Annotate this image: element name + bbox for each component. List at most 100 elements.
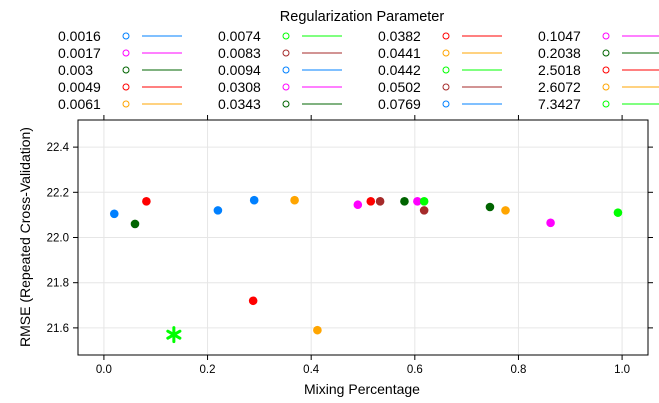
legend-marker [282,100,290,108]
legend-marker [442,32,450,40]
y-axis-label: RMSE (Repeated Cross-Validation) [17,127,33,347]
legend-item: 0.0083 [218,45,342,61]
data-point [130,219,140,229]
legend-marker [602,83,610,91]
legend-item-label: 0.003 [58,62,93,78]
legend-marker [442,49,450,57]
legend-marker [122,83,130,91]
data-point [485,202,495,212]
legend-item: 0.2038 [538,45,659,61]
legend-item-label: 7.3427 [538,96,581,112]
legend-item: 2.6072 [538,79,659,95]
axis-ticks: 0.0 0.2 0.4 0.6 0.8 1.0 21.6 21.8 22.0 22.2 22.4 [47,115,653,376]
legend-item-label: 0.2038 [538,45,581,61]
legend-item: 0.0382 [378,28,502,44]
legend-marker [442,66,450,74]
legend-marker [282,83,290,91]
legend-item-label: 0.0382 [378,28,421,44]
legend-marker [442,83,450,91]
legend-item-label: 0.1047 [538,28,581,44]
legend-title: Regularization Parameter [280,9,445,25]
x-axis-label: Mixing Percentage [304,381,420,397]
legend-marker [602,32,610,40]
legend-marker [122,49,130,57]
y-tick-label: 21.6 [47,323,69,335]
legend-item-label: 0.0343 [218,96,261,112]
data-point [413,197,422,206]
legend-item-label: 0.0061 [58,96,101,112]
legend-item-label: 0.0017 [58,45,101,61]
legend-item-label: 0.0074 [218,28,261,44]
legend-item-label: 0.0094 [218,62,261,78]
y-tick-label: 22.0 [47,233,69,245]
data-point [142,197,151,206]
gridlines [78,120,648,355]
data-point [613,208,623,217]
legend-item: 7.3427 [538,96,659,112]
legend-item: 0.0769 [378,96,502,112]
x-tick-label: 0.6 [407,364,423,376]
legend-marker [122,32,130,40]
legend-item: 0.003 [58,62,182,78]
legend-marker [602,66,610,74]
data-point [213,206,223,215]
data-point [249,195,259,205]
data-point [419,197,429,206]
legend-item: 0.0441 [378,45,502,61]
data-point [366,197,376,206]
legend-item: 0.0094 [218,62,342,78]
legend-item-label: 0.0016 [58,28,101,44]
legend-item-label: 0.0049 [58,79,101,95]
legend-item-label: 0.0502 [378,79,421,95]
legend-marker [122,66,130,74]
legend-marker [282,32,290,40]
x-tick-label: 0.4 [303,364,320,376]
data-point [546,218,555,228]
x-tick-label: 0.8 [510,364,526,376]
legend-item: 0.1047 [538,28,659,44]
legend-item-label: 0.0442 [378,62,421,78]
data-point [375,197,385,206]
legend-marker [282,49,290,57]
data-point [419,206,429,215]
data-point [400,197,409,206]
legend-item-label: 0.0083 [218,45,261,61]
legend-item: 0.0017 [58,45,182,61]
legend-item: 0.0049 [58,79,182,95]
legend-marker [442,100,450,108]
data-points [109,195,623,344]
legend-item-label: 2.6072 [538,79,581,95]
legend-marker [602,100,610,108]
legend-item: 0.0502 [378,79,502,95]
legend-marker [602,49,610,57]
legend-item: 0.0061 [58,96,182,112]
legend-marker [122,100,130,108]
x-tick-label: 0.2 [200,364,216,376]
legend-item: 0.0016 [58,28,182,44]
y-tick-label: 22.2 [47,187,69,199]
legend-item-label: 0.0769 [378,96,421,112]
data-point [109,209,119,219]
data-point [248,296,258,306]
data-point [501,206,510,215]
legend-item-label: 0.0441 [378,45,421,61]
legend-item: 0.0442 [378,62,502,78]
legend-item-label: 2.5018 [538,62,581,78]
data-point [353,200,363,210]
legend-item-label: 0.0308 [218,79,261,95]
y-tick-label: 22.4 [47,142,70,154]
legend-item: 0.0308 [218,79,342,95]
x-tick-label: 0.0 [96,364,112,376]
data-point [290,195,299,205]
legend-item: 0.0074 [218,28,342,44]
plot-frame [77,119,649,356]
legend-item: 0.0343 [218,96,342,112]
legend-item: 2.5018 [538,62,659,78]
y-tick-label: 21.8 [47,278,69,290]
legend-marker [282,66,290,74]
data-point [313,325,322,335]
x-tick-label: 1.0 [614,364,630,376]
best-point-marker [166,326,182,344]
